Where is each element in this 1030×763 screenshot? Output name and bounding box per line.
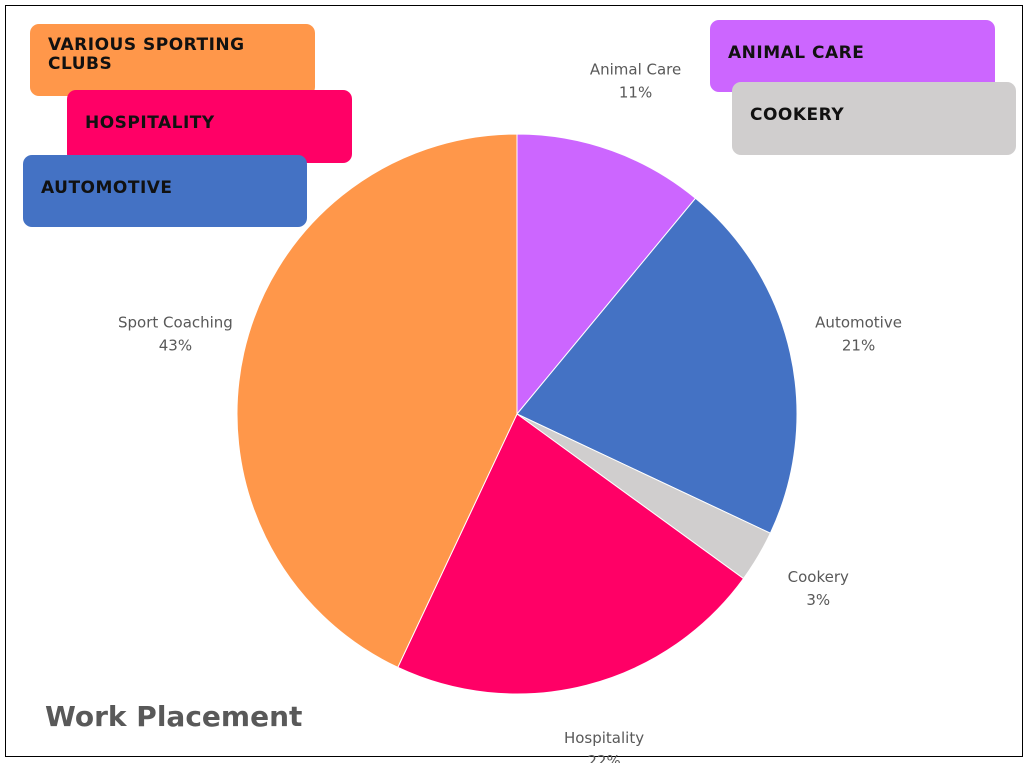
chart-title: Work Placement [45,700,302,733]
frame [5,5,1023,757]
data-label: Sport Coaching 43% [118,314,233,355]
category-label: Animal Care [590,61,681,79]
callout-tag: COOKERY [732,82,1016,155]
callout-tag: ANIMAL CARE [710,20,995,92]
data-label: Automotive 21% [815,314,902,355]
value-label: 21% [842,337,875,355]
pie-slice [516,197,798,534]
value-label: 43% [159,337,192,355]
data-label: Cookery 3% [788,568,849,609]
value-label: 11% [619,84,652,102]
callout-tag: VARIOUS SPORTING CLUBS [30,24,315,96]
pie-slice [516,133,697,416]
value-label: 3% [806,591,830,609]
category-label: Cookery [788,568,849,586]
data-label: Hospitality 22% [564,729,644,763]
pie-slice [236,133,518,669]
category-label: Sport Coaching [118,314,233,332]
callout-tag: AUTOMOTIVE [23,155,307,227]
callout-tag: HOSPITALITY [67,90,352,163]
category-label: Hospitality [564,729,644,747]
data-label: Animal Care 11% [590,61,681,102]
value-label: 22% [587,752,620,763]
category-label: Automotive [815,314,902,332]
